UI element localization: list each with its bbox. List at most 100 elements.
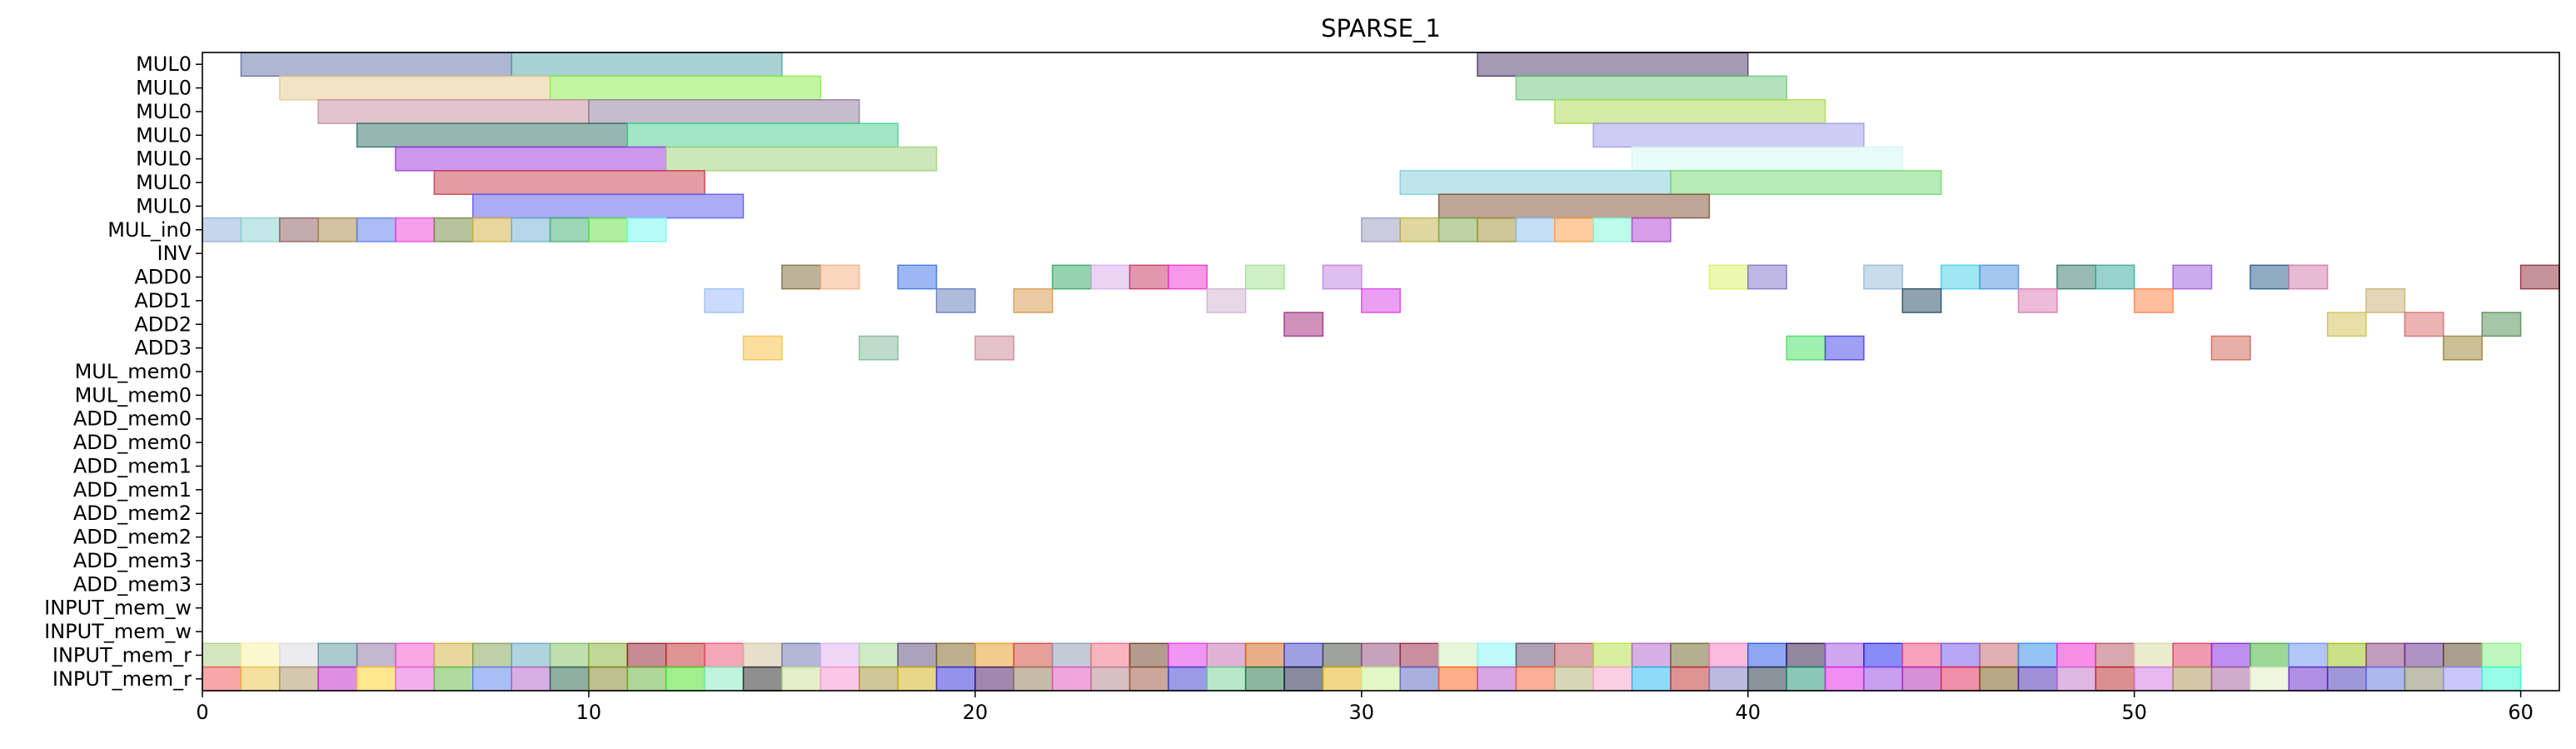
task-bar: [858, 335, 899, 361]
task-bar: [1244, 642, 1285, 668]
task-bar: [1901, 287, 1942, 313]
task-bar: [2210, 666, 2251, 692]
task-bar: [2481, 642, 2522, 668]
task-bar: [742, 642, 783, 668]
task-bar: [742, 335, 783, 361]
task-bar: [1786, 666, 1826, 692]
task-bar: [1592, 666, 1633, 692]
task-bar: [1129, 264, 1169, 290]
task-bar: [279, 75, 551, 101]
task-bar: [1283, 312, 1324, 337]
task-bar: [433, 642, 474, 668]
task-bar: [2095, 264, 2135, 290]
task-bar: [1631, 217, 1672, 242]
task-bar: [1670, 642, 1711, 668]
task-bar: [1322, 666, 1363, 692]
y-tick-label: ADD_mem2: [73, 526, 192, 549]
y-tick-label: ADD_mem3: [73, 572, 192, 596]
y-tick-label: MUL0: [136, 100, 192, 123]
task-bar: [202, 642, 242, 668]
task-bar: [2133, 287, 2174, 313]
chart-title: SPARSE_1: [1321, 14, 1441, 42]
task-bar: [472, 217, 512, 242]
task-bar: [1477, 217, 1517, 242]
y-tick-label: ADD_mem0: [73, 431, 192, 454]
task-bar: [1477, 52, 1749, 77]
y-tick-label: MUL0: [136, 123, 192, 147]
task-bar: [2056, 666, 2097, 692]
task-bar: [665, 666, 705, 692]
y-tick-label: MUL0: [136, 147, 192, 171]
task-bar: [1437, 642, 1478, 668]
task-bar: [2365, 642, 2406, 668]
task-bar: [1708, 642, 1749, 668]
task-bar: [704, 642, 745, 668]
y-tick-label: MUL_mem0: [75, 383, 192, 407]
task-bar: [1206, 642, 1247, 668]
task-bar: [279, 666, 319, 692]
task-bar: [2326, 312, 2367, 337]
task-bar: [588, 217, 629, 242]
task-bar: [820, 666, 860, 692]
task-bar: [665, 642, 705, 668]
task-bar: [240, 52, 512, 77]
x-tick-label: 0: [196, 701, 208, 724]
y-tick-label: INPUT_mem_w: [44, 597, 192, 620]
task-bar: [1631, 666, 1672, 692]
task-bar: [1013, 666, 1054, 692]
task-bar: [1940, 666, 1981, 692]
task-bar: [2210, 335, 2251, 361]
task-bar: [1283, 642, 1324, 668]
task-bar: [511, 52, 783, 77]
task-bar: [1515, 666, 1556, 692]
task-bar: [1361, 642, 1401, 668]
task-bar: [1824, 666, 1865, 692]
task-bar: [356, 217, 396, 242]
y-tick-label: MUL_mem0: [75, 360, 192, 383]
task-bar: [2133, 666, 2174, 692]
task-bar: [1244, 666, 1285, 692]
task-bar: [279, 217, 319, 242]
task-bar: [1399, 170, 1672, 195]
task-bar: [858, 642, 899, 668]
task-bar: [1168, 264, 1208, 290]
x-tick-label: 10: [576, 701, 602, 724]
y-tick-label: MUL0: [136, 77, 192, 100]
task-bar: [395, 146, 667, 172]
task-bar: [2095, 666, 2135, 692]
task-bar: [1437, 217, 1478, 242]
y-tick-label: INPUT_mem_r: [52, 643, 192, 667]
task-bar: [2017, 287, 2058, 313]
task-bar: [1708, 666, 1749, 692]
x-axis: 0 10 20 30 40 50 60: [196, 691, 2534, 724]
y-tick-label: INPUT_mem_w: [44, 620, 192, 643]
task-bar: [1631, 146, 1904, 172]
task-bar: [704, 287, 745, 313]
task-bar: [588, 642, 629, 668]
task-bar: [1090, 264, 1131, 290]
task-bar: [1283, 666, 1324, 692]
task-bar: [1129, 666, 1169, 692]
task-bar: [781, 666, 822, 692]
task-bar: [2210, 642, 2251, 668]
task-bar: [1863, 264, 1904, 290]
task-bar: [1051, 264, 1092, 290]
task-bar: [2288, 264, 2329, 290]
task-bar: [240, 642, 281, 668]
task-bar: [2443, 335, 2483, 361]
task-bar: [279, 642, 319, 668]
task-bar: [1322, 264, 1363, 290]
task-bar: [1940, 264, 1981, 290]
task-bar: [2443, 666, 2483, 692]
task-bar: [1670, 170, 1942, 195]
task-bar: [781, 642, 822, 668]
task-bar: [1437, 193, 1711, 219]
task-bar: [1786, 335, 1826, 361]
x-tick-label: 60: [2508, 701, 2534, 724]
x-tick-label: 40: [1735, 701, 1761, 724]
task-bar: [1592, 642, 1633, 668]
task-bar: [1399, 666, 1440, 692]
task-bar: [1940, 642, 1981, 668]
task-bar: [2172, 264, 2213, 290]
task-bar: [588, 666, 629, 692]
